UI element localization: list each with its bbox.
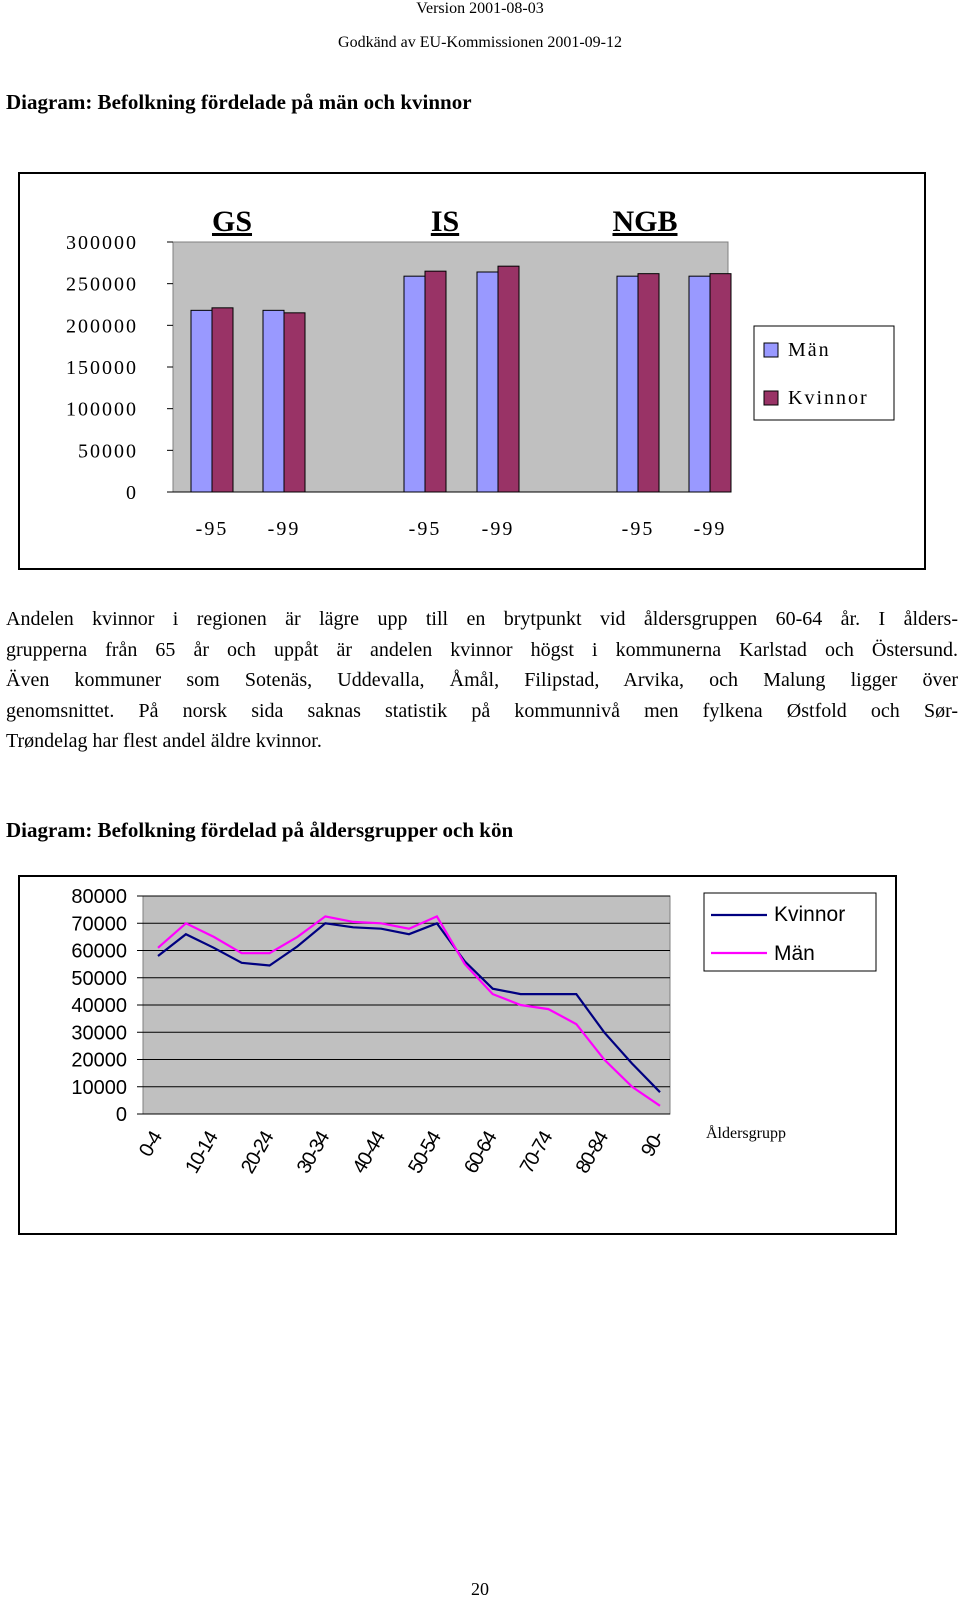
chart2-xtick-label: 30-34 [293,1127,335,1177]
chart1-bar-kvinnor [283,312,306,493]
chart1-ytick-label: 0 [126,482,138,504]
chart2-legend-box [703,892,877,972]
chart1-xtick-label: -99 [482,518,515,540]
paragraph-line-1: Andelen kvinnor i regionen är lägre upp … [6,608,958,630]
chart1-svg: 300000 250000 200000 150000 100000 50000 0 -95 -… [66,205,895,540]
chart1-bar-man [190,309,213,493]
paragraph-line-4: genomsnittet. På norsk sida saknas stati… [6,699,958,722]
chart2-legend-label-man: Män [774,942,815,965]
chart1-ytick-label: 50000 [78,440,138,462]
chart1-ytick-label: 200000 [66,315,138,337]
chart1-bar-man [262,309,285,493]
paragraph-line-5: Trøndelag har flest andel äldre kvinnor. [6,730,322,752]
chart1-xtick-label: -99 [268,518,301,540]
chart2-ytick-label: 30000 [71,1022,127,1044]
chart2-xtick-label: 80-84 [572,1127,614,1177]
chart2-line-man [157,914,661,1107]
chart2-heading: Diagram: Befolkning fördelad på åldersgr… [6,818,514,842]
chart1-bar-man [476,271,499,493]
chart1-bar-man [688,275,711,493]
chart1-bar-man [616,275,639,493]
chart1-bar-man [403,275,426,493]
chart2-ytick-label: 10000 [71,1077,127,1099]
chart1-group-label: IS [431,205,459,238]
chart2-line-kvinnor [157,921,661,1093]
chart1-ytick-label: 250000 [66,274,138,296]
chart2-xtick-label: 20-24 [237,1127,279,1177]
chart1-legend-label-man: Män [788,339,831,361]
chart1-group-label: GS [212,205,252,238]
chart1-xtick-label: -95 [622,518,655,540]
chart1-xtick-label: -99 [694,518,727,540]
chart1-ytick-label: 100000 [66,399,138,421]
chart2-xtick-label: 40-44 [349,1127,391,1177]
chart2-ytick-label: 60000 [71,941,127,963]
chart1-group-label: NGB [612,205,677,238]
header-approved-text: Godkänd av EU-Kommissionen 2001-09-12 [338,34,622,51]
chart1-bar-kvinnor [424,270,447,493]
chart2-ytick-label: 40000 [71,995,127,1017]
chart2-xtick-label: 90- [637,1128,669,1161]
chart2-xtick-label: 70-74 [516,1127,558,1177]
chart1-ytick-label: 150000 [66,357,138,379]
chart1-xtick-label: -95 [409,518,442,540]
chart2-frame: 80000 70000 60000 50000 40000 30000 20000 10000… [18,875,897,1235]
chart1-xtick-label: -95 [196,518,229,540]
chart1-bar-kvinnor [709,273,732,493]
chart2-ytick-label: 70000 [71,913,127,935]
page-number: 20 [471,1579,489,1599]
chart1-ytick-label: 300000 [66,232,138,254]
chart2-legend-label-kvinnor: Kvinnor [774,903,845,926]
chart2-xtick-label: 60-64 [460,1127,502,1177]
chart2-x-axis-title: Åldersgrupp [706,1124,786,1142]
chart1-legend-swatch-kvinnor [763,390,779,406]
chart2-ytick-label: 80000 [71,886,127,908]
chart2-xtick-label: 10-14 [181,1127,223,1177]
chart1-heading: Diagram: Befolkning fördelade på män och… [6,90,472,114]
chart1-legend-swatch-man [763,342,779,358]
chart1-bar-kvinnor [211,307,234,493]
body-paragraph: Andelen kvinnor i regionen är lägre upp … [6,604,958,757]
chart2-ytick-label: 0 [116,1104,127,1126]
chart2-ytick-label: 50000 [71,968,127,990]
chart2-xtick-label: 50-54 [404,1127,446,1177]
chart1-frame: 300000 250000 200000 150000 100000 50000 0 -95 -… [18,172,926,570]
chart1-bar-kvinnor [497,265,520,493]
chart2-xtick-label: 0-4 [135,1127,167,1160]
header-version-text: Version 2001-08-03 [416,0,544,17]
chart2-svg: 80000 70000 60000 50000 40000 30000 20000 10000… [71,886,877,1177]
paragraph-line-2: grupperna från 65 år och uppåt är andele… [6,638,958,661]
paragraph-line-3: Även kommuner som Sotenäs, Uddevalla, Åm… [6,669,958,691]
chart1-legend-label-kvinnor: Kvinnor [788,387,869,409]
chart1-bar-kvinnor [637,273,660,493]
chart2-ytick-label: 20000 [71,1050,127,1072]
